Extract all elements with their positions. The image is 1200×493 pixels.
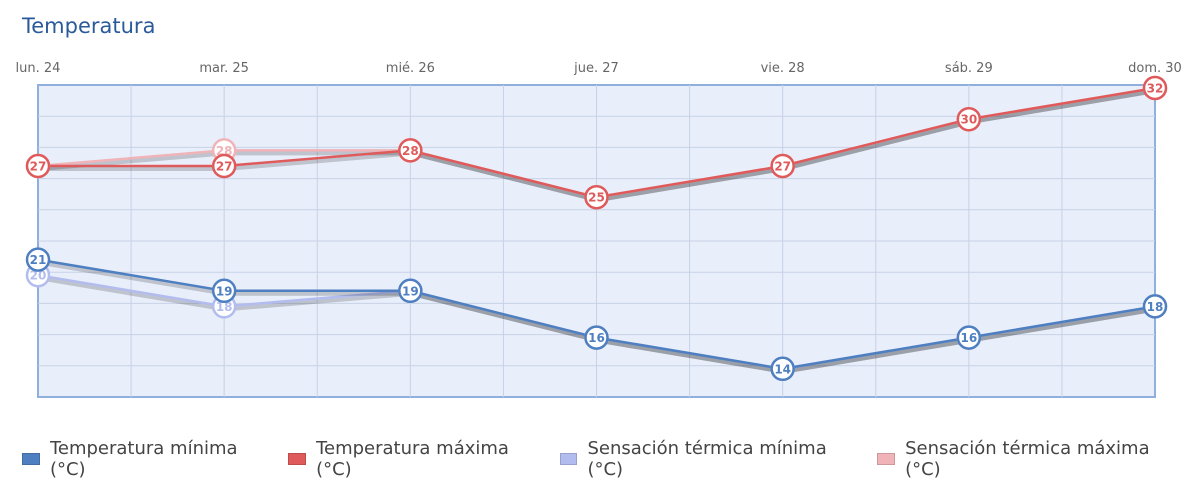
data-point-marker: [211, 153, 237, 179]
data-label: 21: [30, 253, 47, 267]
x-tick-label: dom. 30: [1128, 61, 1182, 76]
data-point-marker: [211, 278, 237, 304]
data-label: 18: [1147, 300, 1164, 314]
data-point[interactable]: 19: [398, 278, 423, 304]
x-tick-label: vie. 28: [761, 61, 805, 76]
legend-swatch: [877, 453, 896, 465]
data-label: 30: [960, 113, 977, 127]
data-point-marker: [25, 153, 51, 179]
data-point-marker: [584, 325, 609, 350]
data-label: 27: [774, 160, 791, 174]
data-label: 16: [960, 331, 977, 345]
legend-label: Sensación térmica máxima (°C): [905, 438, 1150, 480]
data-point-marker: [398, 278, 423, 304]
data-label: 28: [402, 144, 419, 158]
chart-legend: Temperatura mínima (°C) Temperatura máxim…: [22, 438, 1200, 480]
data-label: 32: [1147, 82, 1164, 96]
data-point[interactable]: 30: [956, 106, 982, 132]
legend-swatch: [22, 453, 40, 465]
legend-item[interactable]: Sensación térmica máxima (°C): [877, 438, 1190, 480]
x-tick-label: lun. 24: [16, 61, 61, 76]
data-point[interactable]: 25: [584, 184, 609, 210]
legend-swatch: [288, 453, 307, 465]
data-point[interactable]: 16: [956, 325, 982, 350]
data-point[interactable]: 32: [1142, 75, 1168, 101]
data-label: 18: [216, 300, 233, 314]
data-point[interactable]: 21: [25, 247, 51, 272]
data-label: 27: [30, 160, 47, 174]
data-point[interactable]: 16: [584, 325, 609, 350]
legend-swatch: [559, 453, 578, 465]
legend-item[interactable]: Temperatura máxima (°C): [288, 438, 549, 480]
data-point-marker: [770, 356, 795, 382]
legend-label: Temperatura mínima (°C): [49, 438, 238, 480]
legend-item[interactable]: Sensación térmica mínima (°C): [559, 438, 868, 480]
data-point-marker: [956, 106, 982, 132]
data-point-marker: [584, 184, 609, 210]
data-label: 16: [588, 331, 605, 345]
data-point[interactable]: 28: [398, 138, 423, 163]
data-point-marker: [956, 325, 982, 350]
data-point[interactable]: 14: [770, 356, 795, 382]
data-label: 28: [216, 144, 233, 158]
data-point[interactable]: 19: [211, 278, 237, 304]
data-point[interactable]: 27: [211, 153, 237, 179]
data-label: 25: [588, 191, 605, 205]
data-point-marker: [1142, 75, 1168, 101]
data-label: 14: [774, 362, 791, 376]
legend-item[interactable]: Temperatura mínima (°C): [22, 438, 278, 480]
legend-label: Temperatura máxima (°C): [316, 438, 509, 480]
data-point[interactable]: 27: [770, 153, 795, 179]
legend-label: Sensación térmica mínima (°C): [587, 438, 827, 480]
data-point-marker: [1142, 294, 1168, 319]
x-tick-label: jue. 27: [573, 61, 619, 76]
data-point[interactable]: 27: [25, 153, 51, 179]
x-tick-label: mar. 25: [199, 61, 249, 76]
data-point-marker: [25, 247, 51, 272]
data-point[interactable]: 18: [1142, 294, 1168, 319]
x-tick-label: sáb. 29: [945, 61, 993, 76]
data-label: 19: [402, 284, 419, 298]
x-tick-label: mié. 26: [386, 61, 435, 76]
data-point-marker: [770, 153, 795, 179]
data-label: 20: [30, 269, 47, 283]
data-label: 19: [216, 284, 233, 298]
data-point-marker: [398, 138, 423, 163]
data-label: 27: [216, 160, 233, 174]
chart-title: Temperatura: [22, 14, 156, 38]
